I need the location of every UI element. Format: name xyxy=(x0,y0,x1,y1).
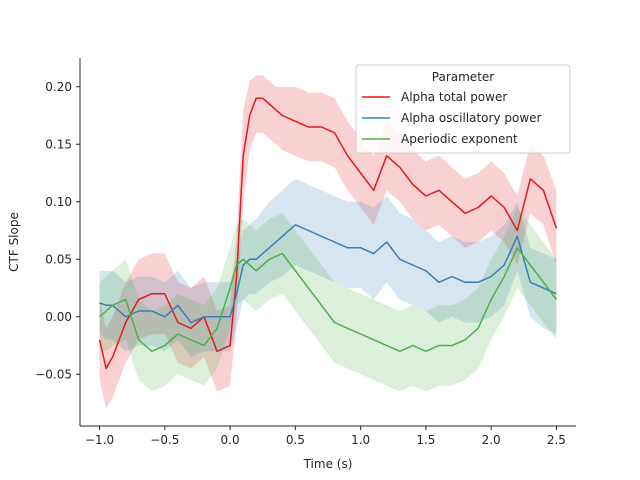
series-line-1 xyxy=(99,224,557,324)
y-ticks: −0.05 0.00 0.05 0.10 0.15 0.20 xyxy=(35,80,80,381)
x-tick-label: 2.0 xyxy=(482,433,501,447)
x-tick-label: 0.5 xyxy=(286,433,305,447)
x-tick-label: −0.5 xyxy=(150,433,179,447)
y-tick-label: 0.00 xyxy=(45,310,72,324)
series-lines xyxy=(98,97,558,370)
x-ticks: −1.0 −0.5 0.0 0.5 1.0 1.5 2.0 2.5 xyxy=(85,426,566,447)
x-tick-label: 1.5 xyxy=(416,433,435,447)
legend-entry-label: Alpha oscillatory power xyxy=(401,111,542,125)
legend: Parameter Alpha total power Alpha oscilla… xyxy=(355,64,571,154)
y-tick-label: 0.15 xyxy=(45,137,72,151)
y-axis-label: CTF Slope xyxy=(7,212,21,272)
series-line-2 xyxy=(99,247,557,353)
legend-entry-label: Alpha total power xyxy=(401,90,507,104)
y-tick-label: 0.20 xyxy=(45,80,72,94)
series-line-0 xyxy=(98,97,558,370)
x-tick-label: 2.5 xyxy=(547,433,566,447)
confidence-band-0 xyxy=(99,75,557,409)
x-tick-label: −1.0 xyxy=(85,433,114,447)
legend-entry-label: Aperiodic exponent xyxy=(401,132,518,146)
y-tick-label: −0.05 xyxy=(35,367,72,381)
y-tick-label: 0.05 xyxy=(45,252,72,266)
x-tick-label: 1.0 xyxy=(351,433,370,447)
confidence-band-1 xyxy=(99,178,557,357)
legend-box xyxy=(355,64,571,154)
y-tick-label: 0.10 xyxy=(45,195,72,209)
x-axis-label: Time (s) xyxy=(303,457,353,471)
legend-items: Alpha total power Alpha oscillatory power… xyxy=(362,90,542,146)
legend-title: Parameter xyxy=(432,70,494,84)
x-tick-label: 0.0 xyxy=(221,433,240,447)
axes: −1.0 −0.5 0.0 0.5 1.0 1.5 2.0 2.5 −0.05 0.00 0.05… xyxy=(35,58,576,447)
